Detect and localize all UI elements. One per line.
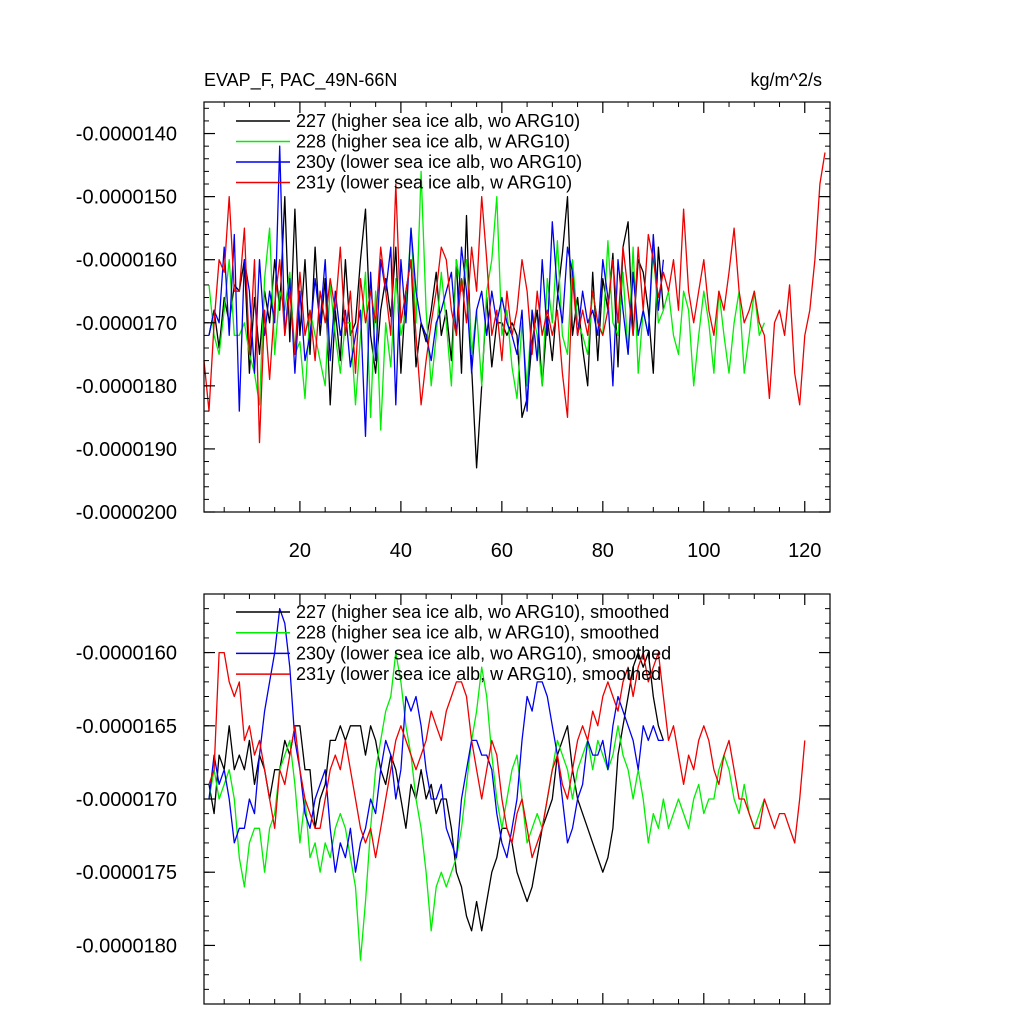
x-tick-label: 100: [687, 540, 720, 562]
legend-label-0: 227 (higher sea ice alb, wo ARG10), smoo…: [296, 602, 669, 622]
series-line-1: [208, 651, 766, 961]
y-tick-label: -0.0000160: [76, 643, 177, 665]
legend: 227 (higher sea ice alb, wo ARG10), smoo…: [236, 602, 671, 684]
x-tick-label: 80: [592, 540, 614, 562]
legend-label-1: 228 (higher sea ice alb, w ARG10), smoot…: [296, 623, 659, 643]
y-tick-label: -0.0000160: [76, 250, 177, 272]
legend-label-0: 227 (higher sea ice alb, wo ARG10): [296, 111, 580, 131]
legend: 227 (higher sea ice alb, wo ARG10)228 (h…: [236, 111, 582, 193]
y-tick-label: -0.0000165: [76, 716, 177, 738]
series-line-0: [208, 651, 665, 932]
legend-label-2: 230y (lower sea ice alb, wo ARG10): [296, 152, 582, 172]
series-line-1: [208, 170, 766, 431]
y-tick-label: -0.0000180: [76, 935, 177, 957]
axes: -0.0000160 -0.0000165 -0.0000170 -0.0000175…: [76, 593, 831, 1005]
evap-raw-chart: EVAP_F, PAC_49N-66N kg/m^2/s 227 (higher…: [76, 70, 831, 562]
y-tick-label: -0.0000180: [76, 376, 177, 398]
x-tick-label: 120: [788, 540, 821, 562]
series-line-0: [208, 195, 665, 469]
chart-units: kg/m^2/s: [751, 70, 822, 90]
series-layer: [203, 145, 826, 469]
legend-label-2: 230y (lower sea ice alb, wo ARG10), smoo…: [296, 643, 671, 663]
y-tick-label: -0.0000200: [76, 502, 177, 524]
legend-label-3: 231y (lower sea ice alb, w ARG10): [296, 173, 572, 193]
legend-label-1: 228 (higher sea ice alb, w ARG10): [296, 132, 570, 152]
series-line-3: [208, 651, 806, 859]
axes: -0.0000140 -0.0000150 -0.0000160 -0.0000170…: [76, 101, 831, 562]
y-tick-label: -0.0000170: [76, 789, 177, 811]
legend-label-3: 231y (lower sea ice alb, w ARG10), smoot…: [296, 664, 661, 684]
series-layer: [208, 607, 806, 961]
y-tick-label: -0.0000175: [76, 862, 177, 884]
y-tick-label: -0.0000140: [76, 124, 177, 146]
x-tick-label: 60: [491, 540, 513, 562]
series-line-3: [203, 152, 826, 444]
evap-smoothed-chart: 227 (higher sea ice alb, wo ARG10), smoo…: [76, 593, 831, 1005]
x-tick-label: 20: [289, 540, 311, 562]
plot-frame: [203, 101, 831, 513]
x-tick-label: 40: [390, 540, 412, 562]
y-tick-label: -0.0000190: [76, 439, 177, 461]
chart-title: EVAP_F, PAC_49N-66N: [204, 70, 397, 91]
y-tick-label: -0.0000170: [76, 313, 177, 335]
y-tick-label: -0.0000150: [76, 187, 177, 209]
